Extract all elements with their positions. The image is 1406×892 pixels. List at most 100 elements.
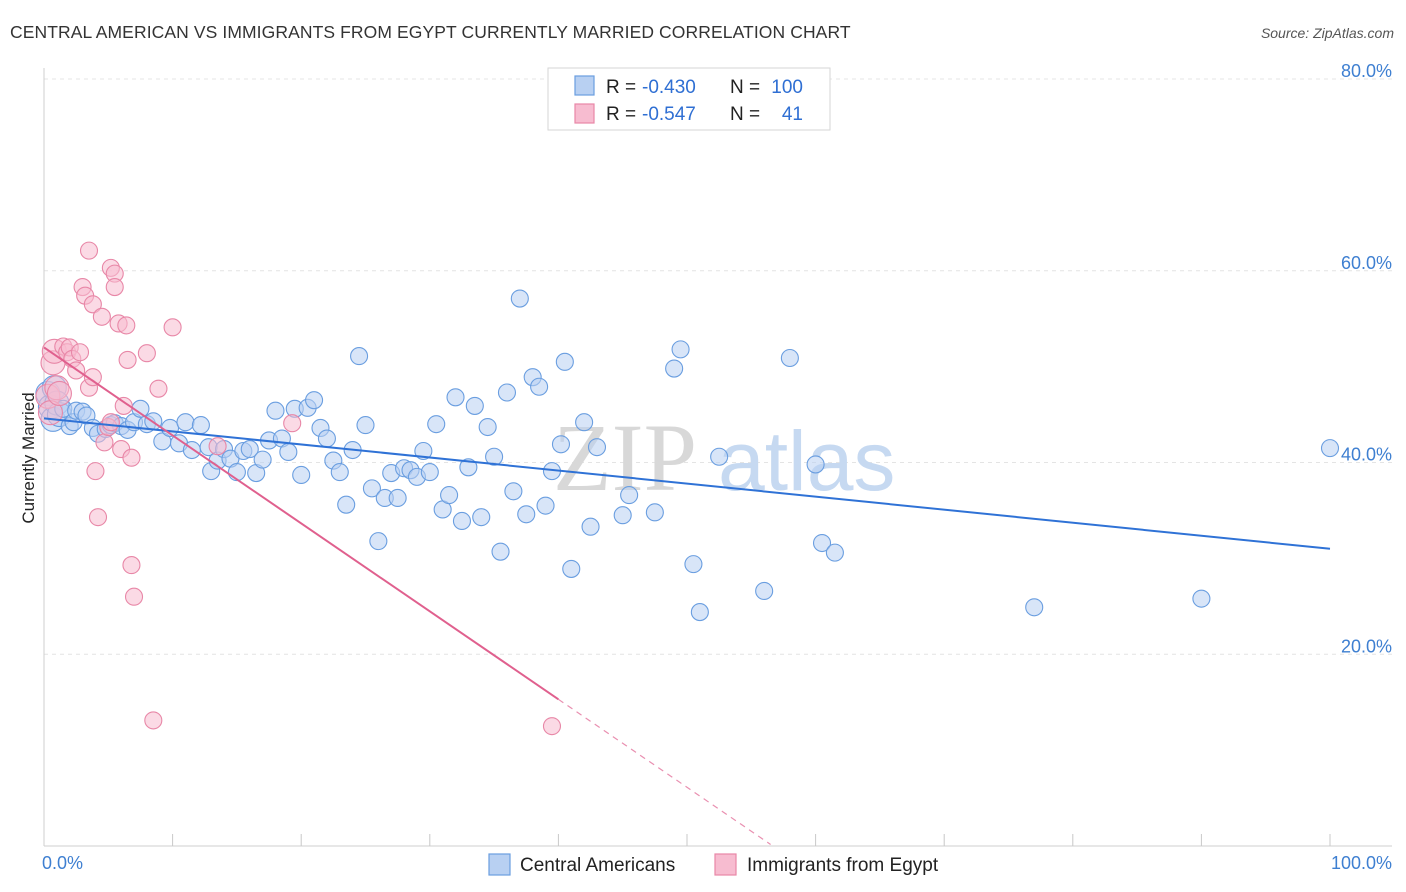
central-american-point-84	[551, 435, 571, 454]
y-tick-label-40: 40.0%	[1341, 445, 1392, 465]
egypt-immigrant-point-23	[101, 413, 120, 432]
series-legend-swatch-blue	[488, 853, 511, 876]
egypt-immigrant-point-18	[86, 462, 105, 481]
central-american-point-79	[517, 505, 536, 524]
legend-n-value-1: 100	[771, 77, 803, 98]
central-american-point-64	[420, 463, 439, 482]
central-american-point-73	[478, 417, 497, 437]
central-american-point-93	[665, 359, 684, 378]
legend-swatch-pink	[574, 103, 595, 124]
series-central-americans	[35, 289, 1340, 622]
legend-r-label-2: R =	[606, 104, 636, 125]
x-axis-ticks	[172, 834, 1331, 846]
central-american-point-63	[414, 441, 433, 461]
central-american-point-65	[427, 415, 446, 434]
egypt-immigrant-point-15	[79, 241, 99, 260]
egypt-immigrant-point-16	[83, 368, 102, 387]
legend-r-value-2: -0.547	[642, 104, 696, 125]
y-axis-label: Currently Married	[19, 392, 38, 523]
y-tick-label-20: 20.0%	[1341, 636, 1392, 656]
central-american-point-69	[452, 511, 472, 531]
central-american-point-36	[240, 440, 259, 459]
central-american-point-76	[497, 383, 517, 402]
trend-lines	[43, 346, 1331, 845]
source-label: Source: ZipAtlas.com	[1260, 25, 1394, 41]
egypt-immigrant-point-21	[95, 433, 114, 452]
egypt-immigrant-point-39	[208, 437, 227, 456]
central-american-point-46	[305, 391, 324, 410]
central-american-point-82	[536, 496, 555, 515]
central-american-point-72	[472, 508, 491, 527]
series-legend-label-pink: Immigrants from Egypt	[747, 855, 939, 876]
legend-r-label-1: R =	[606, 77, 636, 98]
central-american-point-101	[812, 533, 832, 553]
central-american-point-50	[330, 463, 349, 482]
egypt-immigrant-point-17	[83, 295, 102, 314]
central-american-point-71	[465, 396, 484, 415]
central-american-point-48	[317, 429, 336, 448]
central-american-point-99	[780, 348, 799, 368]
y-tick-label-80: 80.0%	[1341, 61, 1392, 81]
legend-n-label-2: N =	[730, 104, 760, 125]
series-legend-swatch-pink	[714, 853, 737, 876]
central-american-point-51	[337, 495, 356, 514]
central-american-point-42	[279, 442, 298, 462]
y-tick-labels: 20.0% 40.0% 60.0% 80.0%	[1341, 61, 1392, 656]
central-american-point-78	[510, 289, 529, 308]
central-american-point-92	[645, 503, 664, 522]
central-american-point-86	[562, 559, 581, 578]
central-american-point-95	[684, 555, 703, 574]
egypt-immigrant-point-37	[149, 379, 168, 398]
egypt-immigrant-point-31	[118, 350, 137, 369]
central-american-point-105	[1320, 439, 1340, 458]
x-tick-label-min: 0.0%	[42, 853, 83, 873]
central-american-point-103	[1025, 598, 1044, 617]
central-american-point-77	[504, 482, 523, 501]
correlation-legend: R = -0.430 N = 100 R = -0.547 N = 41	[547, 67, 831, 131]
central-american-point-56	[369, 532, 388, 551]
central-american-point-100	[806, 455, 825, 474]
central-american-point-87	[575, 413, 594, 432]
egypt-immigrant-point-33	[122, 556, 141, 575]
trend-line-immigrants-from-egypt	[43, 346, 559, 701]
central-american-point-70	[459, 458, 478, 477]
egypt-immigrant-point-26	[105, 277, 124, 297]
central-american-point-90	[613, 506, 632, 525]
egypt-immigrant-point-19	[88, 508, 108, 527]
central-american-point-81	[530, 377, 549, 396]
central-american-point-68	[446, 388, 465, 407]
chart-title: CENTRAL AMERICAN VS IMMIGRANTS FROM EGYP…	[10, 22, 851, 42]
egypt-immigrant-point-34	[124, 587, 144, 606]
egypt-immigrant-point-20	[92, 307, 111, 326]
legend-n-value-2: 41	[782, 104, 803, 125]
series-legend-label-blue: Central Americans	[520, 855, 675, 876]
egypt-immigrant-point-38	[163, 318, 182, 337]
central-american-point-96	[690, 603, 709, 622]
central-american-point-85	[555, 352, 574, 371]
egypt-immigrant-point-40	[283, 414, 302, 433]
trend-line-central-americans	[43, 417, 1331, 550]
legend-r-value-1: -0.430	[642, 77, 696, 98]
central-american-point-28	[191, 416, 210, 435]
legend-swatch-blue	[574, 75, 595, 96]
central-american-point-104	[1192, 589, 1211, 608]
trend-line-immigrants-from-egypt-extension	[558, 698, 771, 845]
central-american-point-94	[671, 340, 690, 359]
central-american-point-89	[587, 438, 607, 457]
series-legend: Central Americans Immigrants from Egypt	[488, 853, 939, 876]
egypt-immigrant-point-11	[70, 343, 90, 362]
central-american-point-75	[491, 542, 510, 561]
central-american-point-59	[388, 488, 407, 508]
central-american-point-53	[350, 347, 369, 366]
egypt-immigrant-point-35	[137, 344, 156, 363]
central-american-point-54	[356, 416, 375, 435]
series-immigrants-from-egypt	[35, 241, 562, 736]
central-american-point-97	[710, 447, 729, 466]
central-american-point-26	[176, 413, 195, 432]
egypt-immigrant-point-36	[144, 711, 163, 730]
watermark-atlas: atlas	[718, 414, 895, 508]
egypt-immigrant-point-32	[122, 448, 141, 467]
central-american-point-40	[266, 401, 285, 420]
y-tick-label-60: 60.0%	[1341, 253, 1392, 273]
